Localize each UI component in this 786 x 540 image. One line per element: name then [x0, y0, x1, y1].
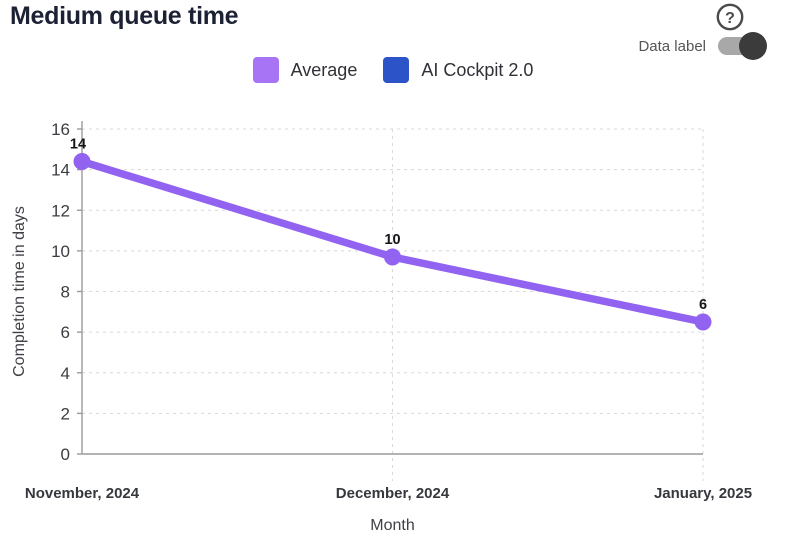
y-tick-label: 6 [61, 323, 70, 342]
legend-label-ai-cockpit: AI Cockpit 2.0 [421, 59, 534, 80]
y-tick-label: 4 [61, 364, 70, 383]
page-title: Medium queue time [10, 2, 239, 30]
question-mark-circle-icon: ? [716, 3, 744, 31]
y-tick-label: 2 [61, 404, 70, 423]
y-axis-title: Completion time in days [11, 206, 28, 377]
svg-text:?: ? [725, 10, 735, 27]
y-tick-label: 0 [61, 445, 70, 464]
toggle-knob [739, 32, 767, 60]
data-label-toggle[interactable] [718, 32, 767, 60]
data-point[interactable] [694, 313, 712, 331]
x-axis-title: Month [370, 517, 414, 534]
y-tick-label: 10 [51, 242, 70, 261]
y-tick-label: 12 [51, 201, 70, 220]
x-tick-label: December, 2024 [336, 485, 450, 502]
x-tick-label: January, 2025 [654, 485, 752, 502]
data-point-label: 14 [70, 137, 86, 153]
y-tick-label: 16 [51, 120, 70, 139]
help-button[interactable]: ? [715, 2, 745, 32]
legend-label-average: Average [290, 59, 358, 80]
data-label-toggle-label: Data label [638, 37, 706, 55]
data-point[interactable] [73, 153, 91, 170]
data-point-label: 10 [384, 232, 400, 248]
data-point[interactable] [384, 248, 401, 266]
legend-swatch-average [252, 57, 279, 83]
legend: Average AI Cockpit 2.0 [0, 57, 786, 83]
data-label-control: Data label [638, 32, 767, 60]
data-point-label: 6 [699, 297, 707, 313]
x-tick-label: November, 2024 [25, 485, 140, 502]
legend-swatch-ai-cockpit [383, 57, 410, 83]
y-tick-label: 8 [61, 283, 70, 302]
legend-item-ai-cockpit[interactable]: AI Cockpit 2.0 [383, 57, 533, 83]
y-tick-label: 14 [51, 161, 70, 180]
legend-item-average[interactable]: Average [252, 57, 358, 83]
